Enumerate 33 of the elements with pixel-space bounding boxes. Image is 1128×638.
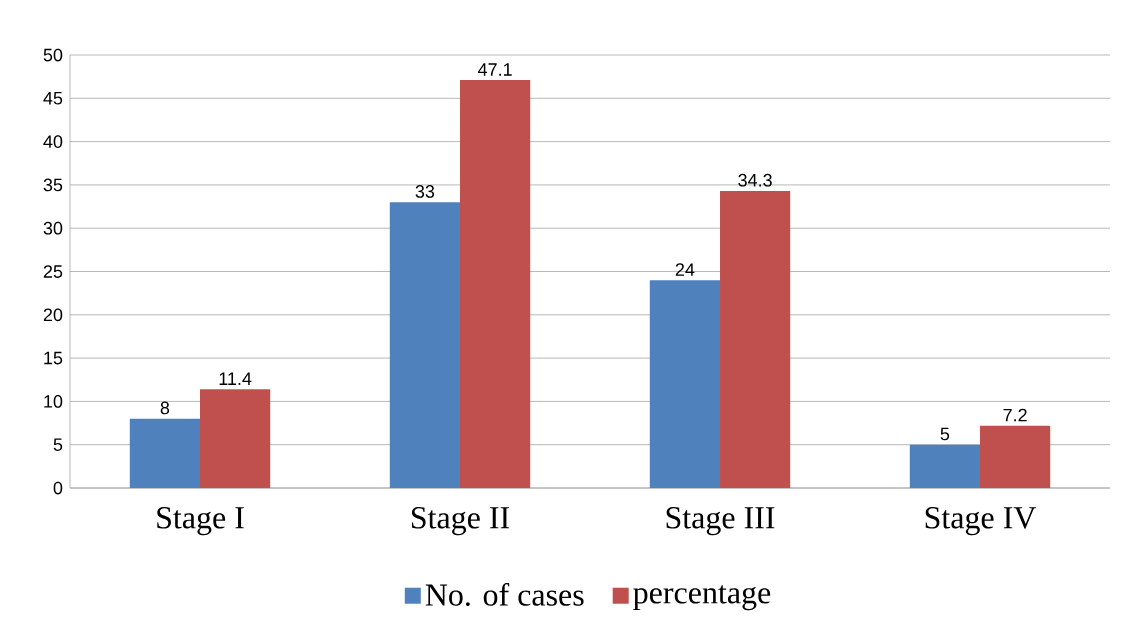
bar [980, 425, 1051, 488]
data-label: 47.1 [477, 63, 512, 76]
bar [389, 202, 460, 488]
bar [460, 80, 531, 488]
y-tick-label: 30 [43, 221, 63, 235]
y-tick-label: 15 [44, 351, 63, 365]
data-label: 7.2 [1003, 408, 1027, 422]
data-label: 5 [940, 427, 950, 441]
data-label: 24 [675, 263, 695, 276]
data-label: 34.3 [738, 173, 772, 187]
y-tick-label: 0 [53, 481, 63, 495]
x-tick-label: Stage IV [925, 507, 1037, 536]
bar [909, 444, 981, 488]
y-tick-label: 5 [53, 438, 63, 451]
bar [129, 418, 200, 488]
bar [200, 389, 271, 488]
legend-label: percentage [633, 585, 771, 611]
data-label: 33 [415, 185, 435, 198]
x-tick-label: Stage I [157, 507, 244, 536]
y-tick-label: 25 [43, 265, 63, 278]
y-tick-label: 45 [43, 92, 63, 105]
x-tick-label: Stage III [666, 507, 775, 536]
bar [649, 280, 721, 488]
bar [720, 190, 791, 488]
y-tick-label: 20 [43, 308, 63, 322]
x-tick-label: Stage II [411, 507, 510, 536]
y-tick-label: 10 [44, 395, 63, 408]
y-tick-label: 50 [43, 48, 63, 62]
y-tick-label: 35 [43, 178, 63, 192]
data-label: 11.4 [219, 372, 252, 385]
legend-label: No. of cases [425, 582, 584, 606]
y-tick-label: 40 [43, 135, 63, 148]
data-label: 8 [160, 401, 170, 415]
